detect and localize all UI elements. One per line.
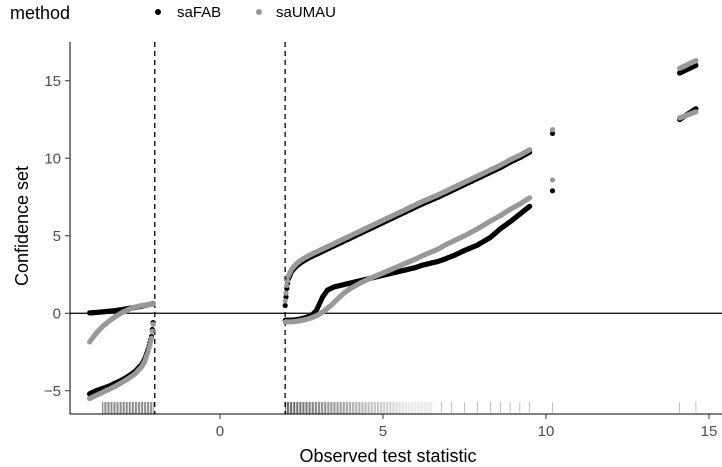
data-point <box>527 203 533 209</box>
data-point <box>693 109 699 115</box>
y-tick-label: 0 <box>53 305 61 322</box>
data-point <box>549 188 556 194</box>
data-point <box>693 58 699 64</box>
legend: method saFAB saUMAU <box>10 3 336 23</box>
data-point <box>282 302 288 309</box>
data-point <box>549 177 556 183</box>
data-point <box>150 301 156 307</box>
data-point <box>284 282 290 288</box>
data-point <box>149 328 155 334</box>
data-point <box>148 335 155 341</box>
y-tick-label: 15 <box>44 73 61 90</box>
rug <box>102 402 697 414</box>
y-tick-label: 10 <box>44 150 61 167</box>
data-point <box>283 290 289 296</box>
x-tick-label: 15 <box>701 423 718 440</box>
data-point <box>282 298 288 304</box>
legend-label-saumau: saUMAU <box>276 4 336 21</box>
data-point <box>527 147 533 153</box>
x-axis-title: Observed test statistic <box>299 446 476 466</box>
x-tick-label: 0 <box>216 423 224 440</box>
legend-key-safab <box>155 9 161 15</box>
data-point <box>283 294 289 300</box>
x-tick-label: 10 <box>538 423 555 440</box>
series-saumau <box>87 58 699 402</box>
y-axis-title: Confidence set <box>12 166 32 286</box>
plot-area: 0 5 10 15 −5 0 5 10 15 <box>44 42 722 440</box>
data-point <box>285 278 291 284</box>
legend-key-saumau <box>256 9 262 15</box>
y-tick-label: −5 <box>44 383 61 400</box>
legend-label-safab: saFAB <box>177 4 221 21</box>
x-tick-label: 5 <box>379 423 387 440</box>
data-point <box>150 321 156 327</box>
data-point <box>549 130 556 136</box>
legend-title: method <box>10 3 70 23</box>
series-safab <box>87 62 699 397</box>
y-tick-label: 5 <box>53 228 61 245</box>
data-point <box>549 127 556 133</box>
data-point <box>527 195 533 201</box>
